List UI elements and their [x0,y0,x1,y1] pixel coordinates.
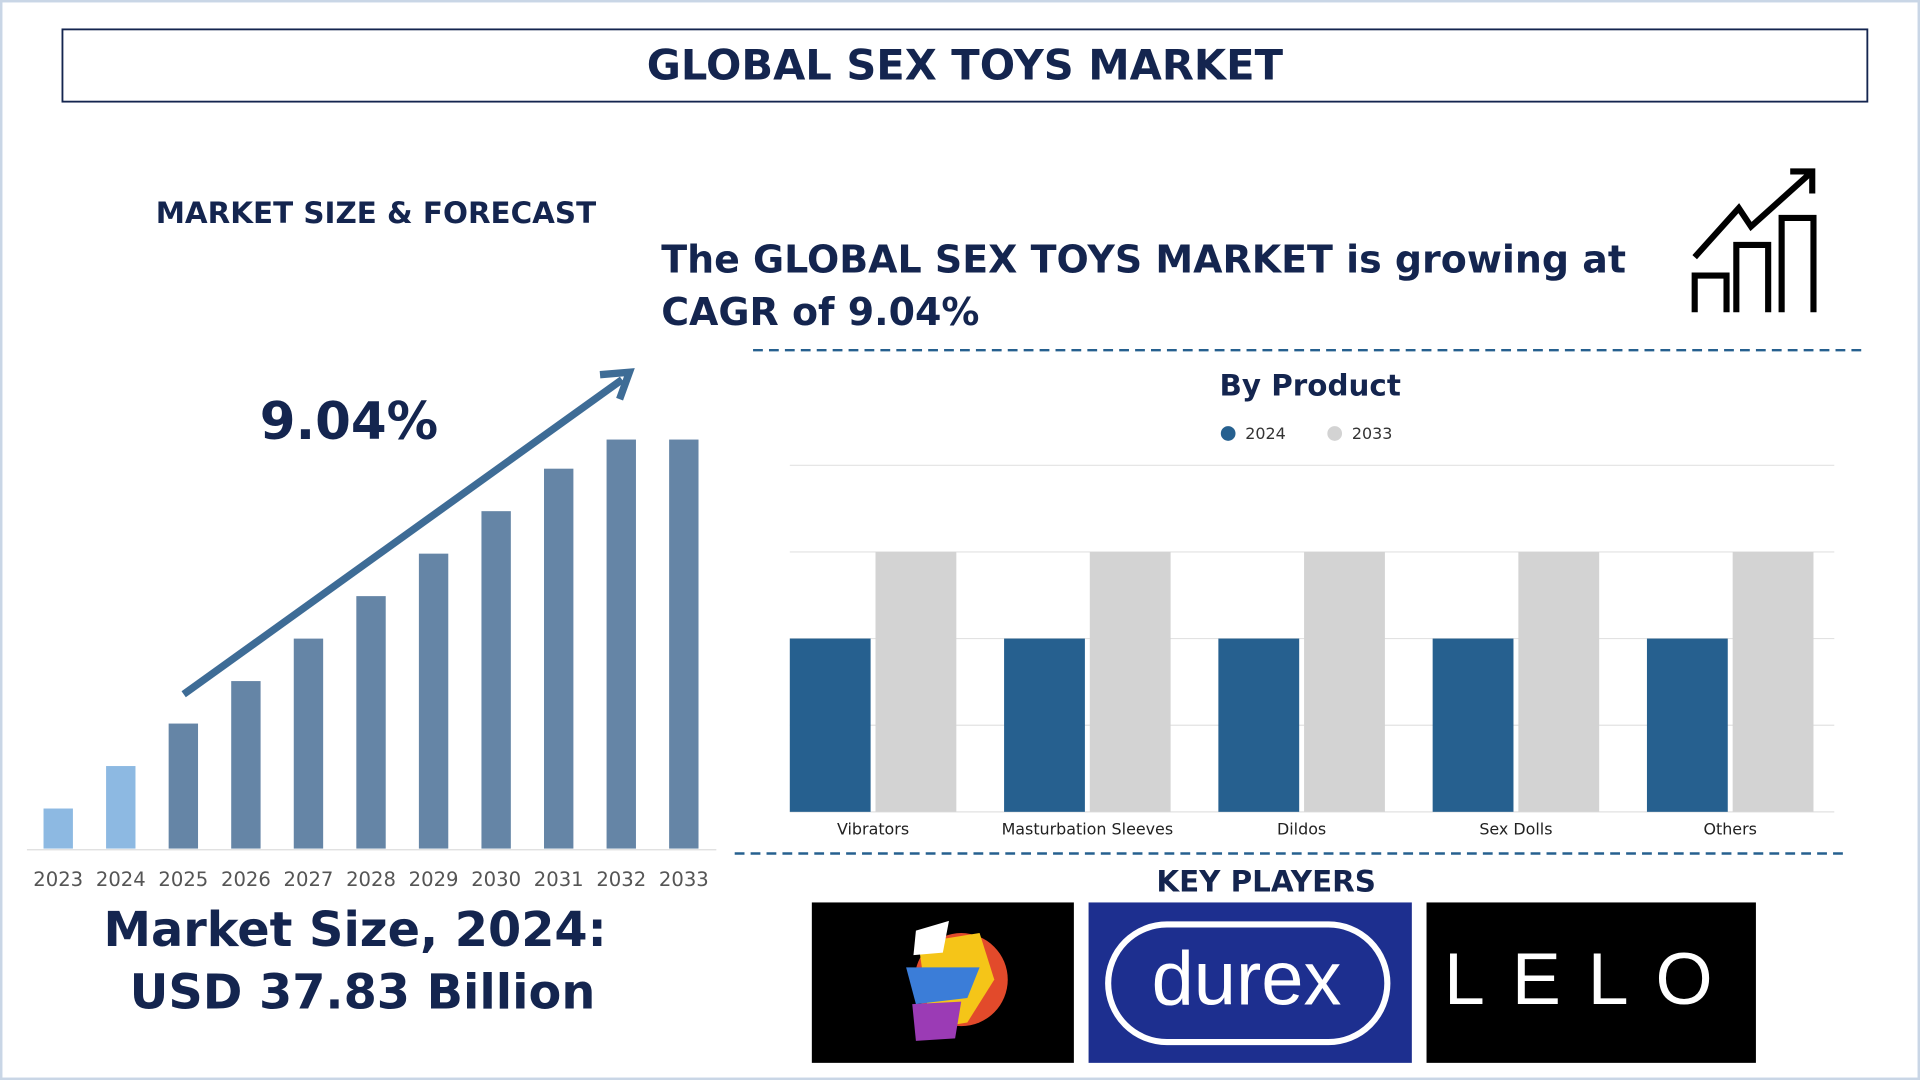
legend-label: 2033 [1352,424,1392,443]
x-tick-label: 2032 [596,868,646,891]
bar [875,551,957,812]
chart-title: MARKET SIZE & FORECAST [156,196,596,230]
bar [606,439,636,849]
bar [168,723,199,849]
x-tick-label: 2027 [284,868,334,891]
bar [1089,551,1171,812]
bar [356,596,386,849]
bar [231,681,261,849]
x-tick-label: Dildos [1277,820,1326,839]
headline: The GLOBAL SEX TOYS MARKET is growing at [661,238,1626,282]
bar [106,766,136,849]
bar [1304,551,1385,812]
bar [1218,638,1300,812]
bar [544,468,574,849]
bar [1518,551,1600,812]
bar [1432,638,1514,812]
bar [418,553,449,849]
brand-name: LELO [1444,937,1740,1020]
x-tick-label: 2031 [534,868,584,891]
market-size: USD 37.83 Billion [130,966,596,1021]
x-tick-label: 2026 [221,868,271,891]
brand-logo [1426,902,1756,1063]
page-title: GLOBAL SEX TOYS MARKET [647,41,1284,90]
legend-label: 2024 [1245,424,1285,443]
x-tick-label: 2030 [471,868,521,891]
x-tick-label: Masturbation Sleeves [1002,820,1174,839]
bar [789,638,871,812]
brand-logo-oval [1105,921,1391,1046]
headline: CAGR of 9.04% [661,290,979,334]
bar [1646,638,1728,812]
bar [43,808,73,849]
title-box [61,28,1869,103]
brand-name: durex [1152,937,1342,1022]
bar [1732,551,1814,812]
bar [1004,638,1085,812]
chart-title: By Product [1220,368,1401,402]
growth-icon [1691,168,1817,313]
bar [669,439,699,849]
trend-arrow [181,368,635,698]
bar [481,511,511,849]
x-tick-label: Vibrators [837,820,909,839]
brand-logo-mark [906,920,1008,1041]
annotation: 9.04% [260,392,438,452]
x-tick-label: 2028 [346,868,396,891]
x-tick-label: 2024 [96,868,146,891]
x-tick-label: Sex Dolls [1479,820,1552,839]
x-tick-label: 2033 [659,868,709,891]
legend-marker [1327,426,1343,441]
market-size: Market Size, 2024: [103,903,606,958]
x-tick-label: 2025 [158,868,208,891]
x-tick-label: Others [1703,820,1756,839]
key-players-title: KEY PLAYERS [1156,864,1376,898]
x-tick-label: 2029 [409,868,459,891]
bar [293,638,324,849]
legend-marker [1220,426,1236,441]
x-tick-label: 2023 [33,868,83,891]
